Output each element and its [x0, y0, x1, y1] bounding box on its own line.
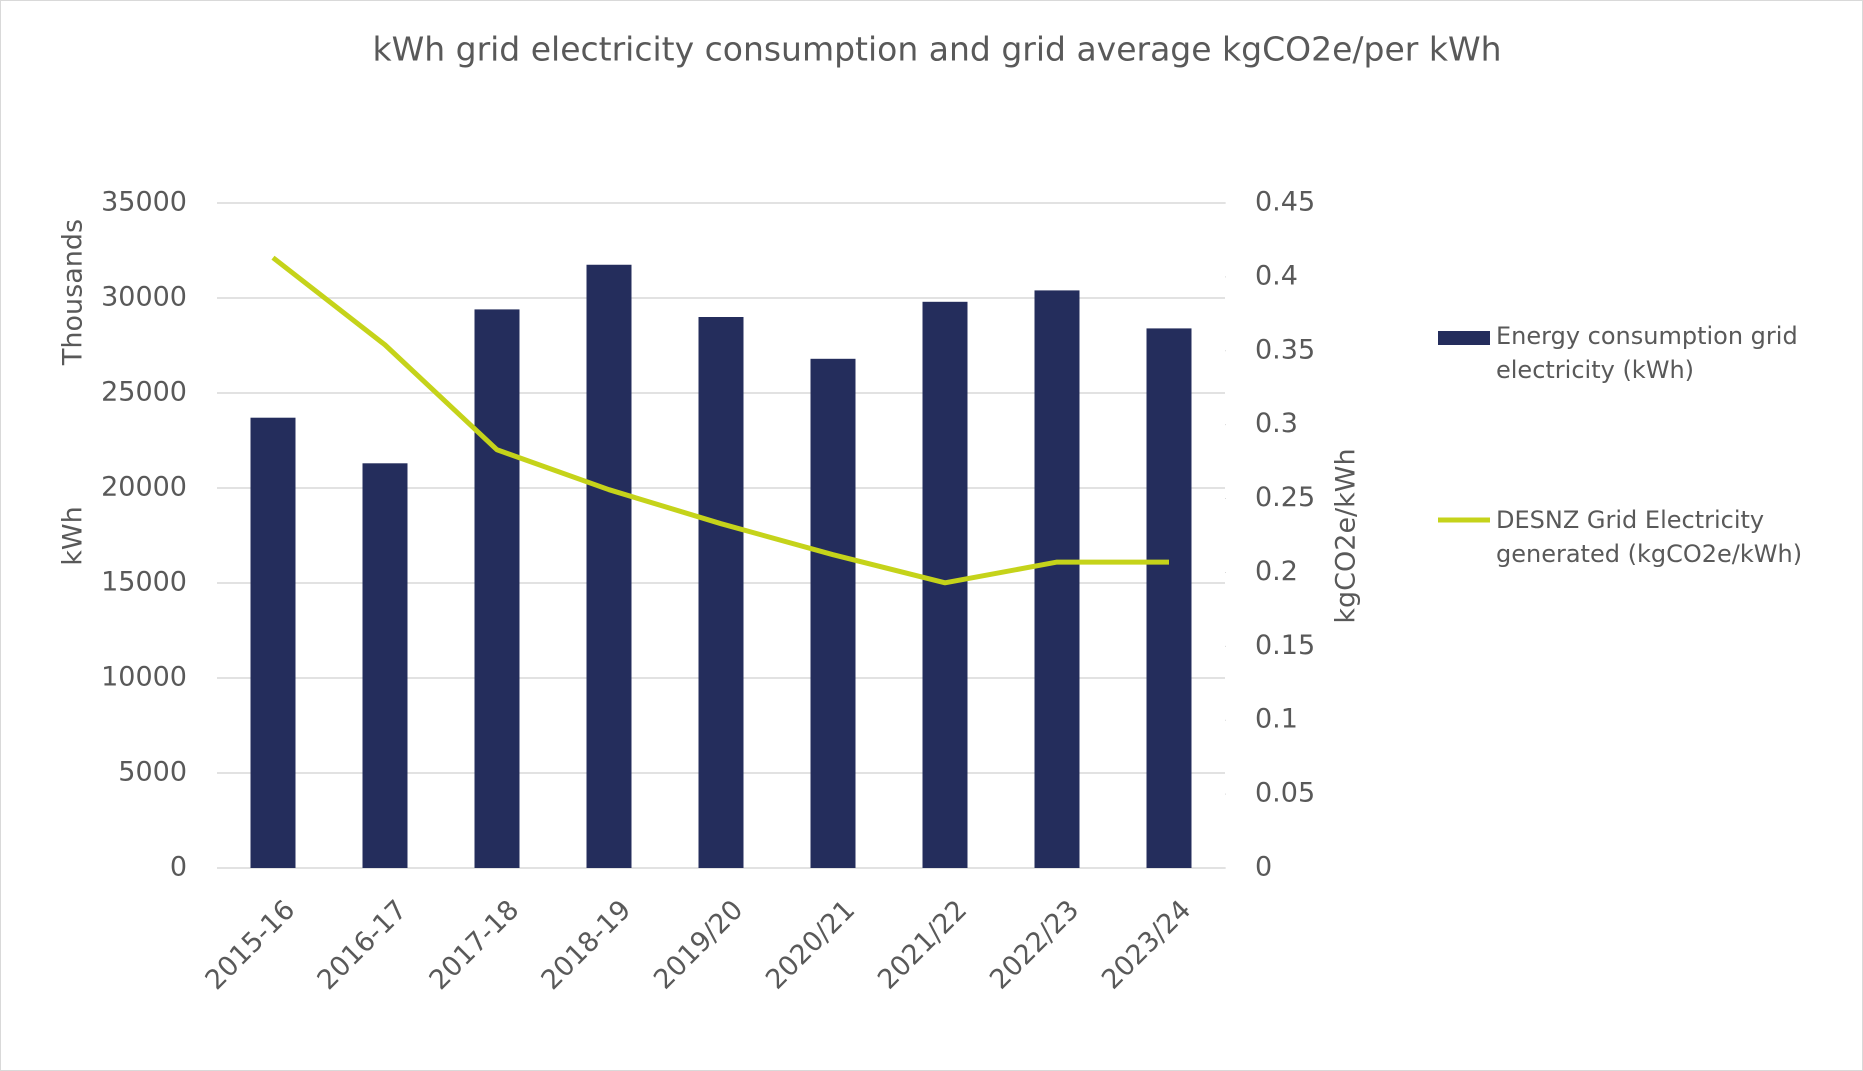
y2-tick-label: 0.15 [1255, 630, 1315, 661]
y2-tick-label: 0.2 [1255, 556, 1298, 587]
bar [810, 358, 856, 868]
bar [474, 309, 520, 868]
y2-tick-label: 0 [1255, 852, 1272, 883]
bar [586, 264, 632, 868]
y-tick-label: 15000 [101, 567, 187, 598]
x-tick-label: 2018-19 [536, 894, 638, 996]
chart-title: kWh grid electricity consumption and gri… [372, 30, 1501, 69]
y2-tick-label: 0.1 [1255, 704, 1298, 735]
y-tick-label: 0 [170, 852, 187, 883]
y2-tick-label: 0.05 [1255, 778, 1315, 809]
y-axis-units: Thousands [58, 219, 89, 366]
y-tick-label: 35000 [101, 187, 187, 218]
x-tick-label: 2016-17 [312, 894, 414, 996]
bar [698, 317, 744, 868]
x-tick-label: 2020/21 [760, 894, 861, 995]
legend-label: Energy consumption grid electricity (kWh… [1496, 322, 1798, 384]
y2-tick-label: 0.25 [1255, 482, 1315, 513]
x-tick-label: 2021/22 [872, 894, 973, 995]
y-tick-label: 20000 [101, 472, 187, 503]
bar [250, 417, 296, 868]
y-tick-label: 25000 [101, 377, 187, 408]
bar [362, 463, 408, 868]
legend-label: DESNZ Grid Electricity generated (kgCO2e… [1496, 506, 1803, 568]
y-tick-label: 30000 [101, 282, 187, 313]
x-tick-label: 2017-18 [424, 894, 526, 996]
x-tick-label: 2022/23 [984, 894, 1085, 995]
x-tick-label: 2023/24 [1096, 894, 1197, 995]
y2-tick-label: 0.3 [1255, 408, 1298, 439]
y-tick-label: 10000 [101, 662, 187, 693]
bar [1034, 290, 1080, 868]
legend-swatch [1438, 331, 1490, 345]
y-tick-label: 5000 [118, 757, 187, 788]
y2-axis-label: kgCO2e/kWh [1331, 448, 1362, 623]
y2-tick-label: 0.45 [1255, 187, 1315, 218]
line-series [271, 255, 1169, 586]
x-tick-label: 2019/20 [648, 894, 749, 995]
x-tick-label: 2015-16 [200, 894, 302, 996]
y2-tick-label: 0.35 [1255, 334, 1315, 365]
y-axis-label: kWh [58, 506, 89, 565]
y2-tick-label: 0.4 [1255, 260, 1298, 291]
bar [1146, 328, 1192, 868]
